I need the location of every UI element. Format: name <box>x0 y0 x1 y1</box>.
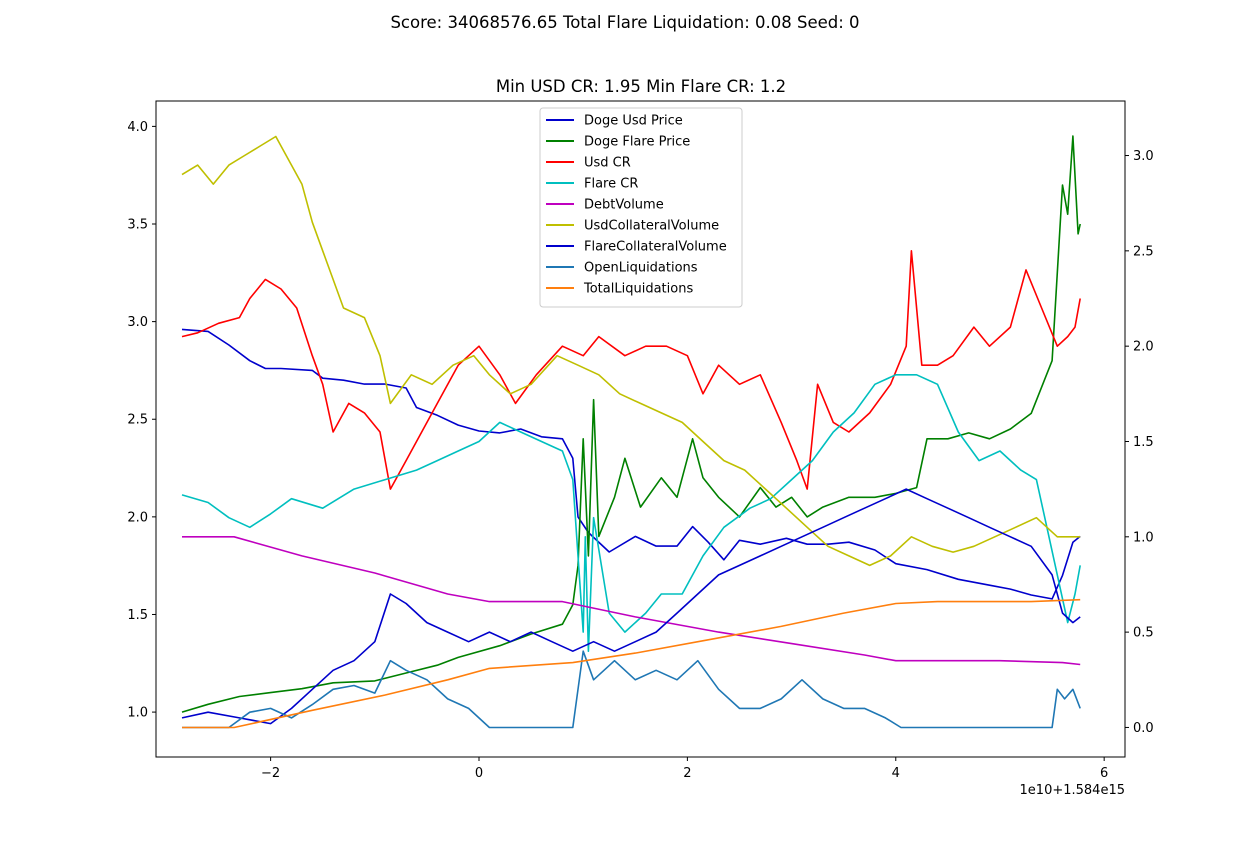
y-right-tick-label: 0.5 <box>1133 626 1154 641</box>
x-tick-label: 2 <box>683 766 691 781</box>
y-right-tick-label: 3.0 <box>1133 149 1154 164</box>
figure-suptitle: Score: 34068576.65 Total Flare Liquidati… <box>390 13 860 32</box>
y-right-tick-label: 2.0 <box>1133 340 1154 355</box>
x-offset-label: 1e10+1.584e15 <box>1020 783 1125 798</box>
legend-label: TotalLiquidations <box>583 282 693 297</box>
series-line-doge-usd-price <box>181 328 1081 600</box>
series-line-flare-cr <box>181 374 1081 652</box>
series-line-usdcollateralvolume <box>181 135 1081 567</box>
legend-label: Usd CR <box>584 156 631 171</box>
y-left-tick-label: 2.0 <box>127 510 148 525</box>
legend-label: Flare CR <box>584 177 638 192</box>
x-tick-label: −2 <box>261 766 280 781</box>
series-line-openliquidations <box>182 650 1081 729</box>
y-left-tick-label: 4.0 <box>127 120 148 135</box>
y-right-tick-label: 0.0 <box>1133 721 1154 736</box>
y-left-tick-label: 3.0 <box>127 315 148 330</box>
x-tick-label: 0 <box>475 766 483 781</box>
legend-label: DebtVolume <box>584 198 664 213</box>
y-right-tick-label: 1.5 <box>1133 435 1154 450</box>
legend-label: Doge Usd Price <box>584 114 683 129</box>
y-left-tick-label: 1.5 <box>127 608 148 623</box>
series-line-doge-flare-price <box>181 135 1081 713</box>
y-left-tick-label: 1.0 <box>127 706 148 721</box>
x-tick-label: 6 <box>1100 766 1108 781</box>
series-line-flarecollateralvolume <box>181 488 1081 725</box>
legend-label: UsdCollateralVolume <box>584 219 719 234</box>
y-right-tick-label: 1.0 <box>1133 530 1154 545</box>
x-tick-label: 4 <box>892 766 900 781</box>
y-left-tick-label: 3.5 <box>127 218 148 233</box>
y-left-tick-label: 2.5 <box>127 413 148 428</box>
legend: Doge Usd Price Doge Flare Price Usd CR Flar… <box>539 107 743 308</box>
legend-box <box>539 107 743 308</box>
series-line-usd-cr <box>181 250 1081 490</box>
legend-label: Doge Flare Price <box>584 135 690 150</box>
legend-label: FlareCollateralVolume <box>584 240 727 255</box>
plot-title: Min USD CR: 1.95 Min Flare CR: 1.2 <box>495 77 787 96</box>
series-line-debtvolume <box>182 536 1081 666</box>
y-right-tick-label: 2.5 <box>1133 244 1154 259</box>
plot-frame <box>155 100 1126 758</box>
series-group <box>181 135 1081 729</box>
series-line-totalliquidations <box>182 598 1081 729</box>
legend-label: OpenLiquidations <box>584 261 698 276</box>
